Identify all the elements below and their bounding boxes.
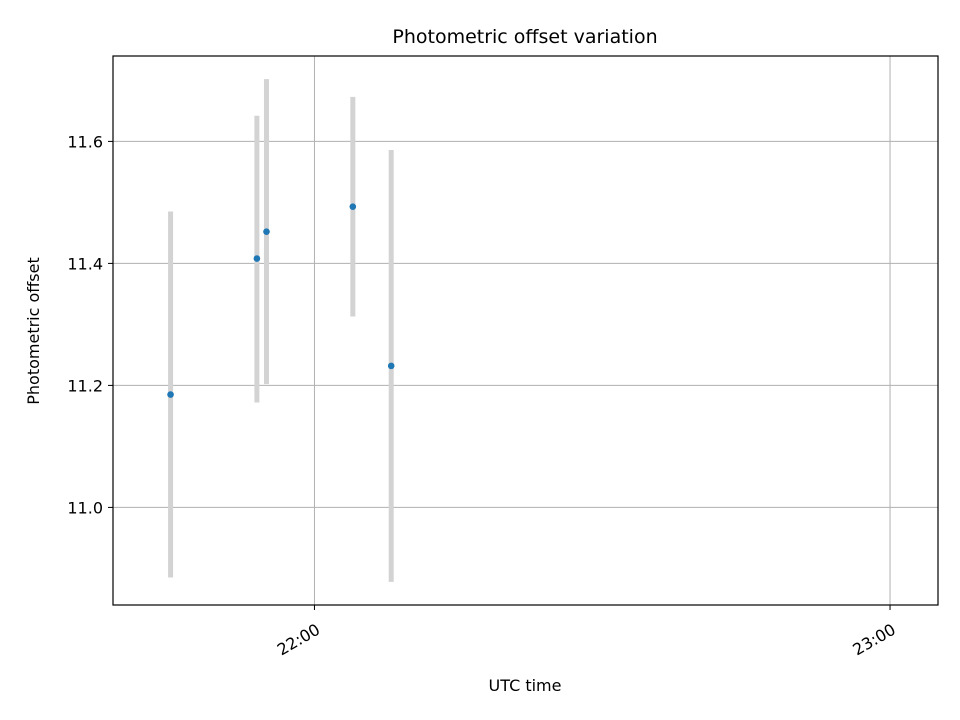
chart-title: Photometric offset variation bbox=[392, 26, 657, 48]
point-layer bbox=[167, 203, 395, 398]
data-point bbox=[387, 362, 395, 370]
data-point bbox=[263, 228, 270, 235]
x-axis-label: UTC time bbox=[489, 676, 562, 695]
data-point bbox=[349, 203, 357, 210]
y-tick-label: 11.0 bbox=[67, 498, 103, 517]
tick-layer: 22:0023:0000:0001:0002:0011.011.211.411.… bbox=[67, 132, 898, 660]
plot-area-frame bbox=[112, 55, 939, 606]
data-point bbox=[253, 255, 261, 262]
errorbar-layer bbox=[168, 79, 394, 582]
x-tick-label: 22:00 bbox=[274, 620, 323, 660]
y-tick-label: 11.4 bbox=[67, 254, 103, 273]
y-axis-label: Photometric offset bbox=[24, 257, 43, 405]
x-tick-label: 23:00 bbox=[849, 620, 898, 660]
grid-layer bbox=[113, 56, 938, 605]
y-tick-label: 11.2 bbox=[67, 376, 103, 395]
data-point bbox=[167, 391, 174, 398]
y-tick-label: 11.6 bbox=[67, 132, 103, 151]
